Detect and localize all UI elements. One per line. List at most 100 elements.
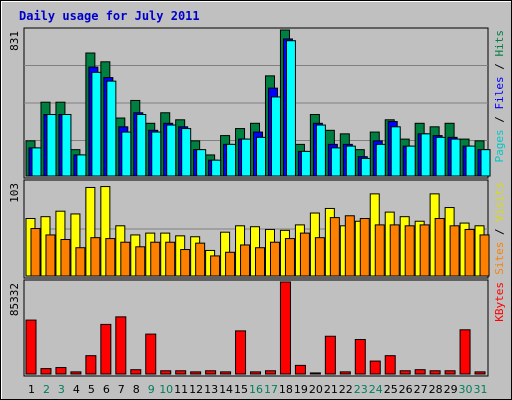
bar-kbytes	[175, 370, 187, 375]
bar-kbytes	[85, 355, 97, 375]
legend-kbytes: KBytes	[493, 282, 506, 322]
bar-sites	[90, 237, 101, 277]
day-label: 24	[369, 383, 383, 396]
bar-kbytes	[474, 371, 486, 375]
bar-pages	[106, 80, 117, 177]
max-label-hits: 831	[8, 31, 21, 51]
day-label: 29	[444, 383, 458, 396]
legend-part: KBytes	[493, 282, 506, 322]
legend-part: /	[493, 222, 506, 242]
bar-pages	[181, 128, 192, 177]
bar-sites	[449, 225, 460, 277]
bar-pages	[420, 133, 431, 177]
bar-kbytes	[369, 360, 381, 375]
bar-sites	[30, 228, 41, 277]
bar-sites	[374, 224, 385, 277]
bar-sites	[255, 247, 266, 277]
chart-panels: 831 Pages / Files / Hits 103 Sites / Visits…	[8, 27, 506, 377]
bar-kbytes	[190, 371, 202, 375]
max-label-kbytes: 85332	[8, 283, 21, 316]
bar-sites	[180, 249, 191, 277]
bar-sites	[105, 238, 116, 277]
bar-kbytes	[235, 330, 247, 375]
bar-pages	[390, 126, 401, 177]
bar-pages	[76, 154, 87, 177]
day-label: 18	[279, 383, 293, 396]
bar-pages	[405, 145, 416, 177]
bar-sites	[419, 224, 430, 277]
day-axis: 1 2 3 4 5 6 7 8 9 10 11 12 13 14 15 16 17 18 19 20 21 22 23 24 2…	[28, 383, 488, 396]
bar-sites	[299, 232, 310, 277]
bar-pages	[166, 124, 177, 177]
day-label: 8	[133, 383, 140, 396]
bar-sites	[60, 238, 71, 277]
bar-pages	[315, 124, 326, 177]
bar-pages	[465, 145, 476, 177]
legend-visits: Sites / Visits	[493, 182, 506, 275]
panel-kbytes: 85332 KBytes	[8, 279, 506, 377]
bar-sites	[195, 242, 206, 277]
bar-kbytes	[384, 355, 396, 375]
bar-pages	[450, 138, 461, 177]
bar-kbytes	[444, 370, 456, 375]
bar-kbytes	[70, 371, 82, 375]
legend-hits: Pages / Files / Hits	[493, 30, 506, 163]
legend-part: Pages	[493, 129, 506, 162]
day-label: 28	[429, 383, 443, 396]
bar-pages	[300, 150, 311, 177]
bar-pages	[270, 96, 281, 177]
bar-pages	[61, 114, 72, 177]
day-label: 31	[474, 383, 488, 396]
bar-kbytes	[130, 369, 142, 375]
bar-sites	[404, 225, 415, 277]
bar-sites	[269, 241, 280, 277]
bar-pages	[480, 149, 491, 177]
bar-pages	[241, 138, 252, 177]
day-label: 14	[219, 383, 233, 396]
day-label: 26	[399, 383, 413, 396]
bar-kbytes	[309, 372, 321, 375]
day-label: 16	[249, 383, 263, 396]
day-label: 12	[189, 383, 203, 396]
day-label: 30	[459, 383, 473, 396]
day-label: 25	[384, 383, 398, 396]
bar-pages	[435, 136, 446, 177]
bar-kbytes	[324, 335, 336, 375]
day-label: 20	[309, 383, 323, 396]
panel-visits: 103 Sites / Visits	[8, 179, 506, 279]
legend-part: /	[493, 57, 506, 77]
bar-kbytes	[220, 371, 232, 375]
bar-sites	[464, 228, 475, 277]
bar-sites	[240, 244, 251, 277]
bar-pages	[375, 143, 386, 177]
bar-pages	[285, 40, 296, 177]
bar-kbytes	[399, 370, 411, 375]
day-label: 11	[174, 383, 188, 396]
day-label: 10	[159, 383, 173, 396]
day-label: 4	[73, 383, 80, 396]
bar-pages	[91, 71, 102, 177]
bar-kbytes	[354, 338, 366, 375]
day-label: 5	[88, 383, 95, 396]
legend-part: Hits	[493, 30, 506, 57]
bar-kbytes	[429, 370, 441, 375]
bar-kbytes	[145, 333, 157, 375]
day-label: 22	[339, 383, 353, 396]
day-label: 9	[148, 383, 155, 396]
bar-pages	[360, 157, 371, 177]
bar-kbytes	[279, 281, 291, 375]
bar-kbytes	[339, 371, 351, 375]
bar-kbytes	[25, 319, 37, 375]
bar-pages	[196, 149, 207, 177]
bar-pages	[345, 145, 356, 177]
bar-pages	[31, 147, 42, 177]
bar-pages	[121, 131, 132, 177]
bar-pages	[256, 136, 267, 177]
bar-kbytes	[264, 370, 276, 375]
bar-sites	[344, 215, 355, 277]
bar-kbytes	[40, 368, 52, 375]
bar-kbytes	[115, 316, 127, 375]
bar-kbytes	[205, 370, 217, 375]
bar-sites	[210, 255, 221, 277]
